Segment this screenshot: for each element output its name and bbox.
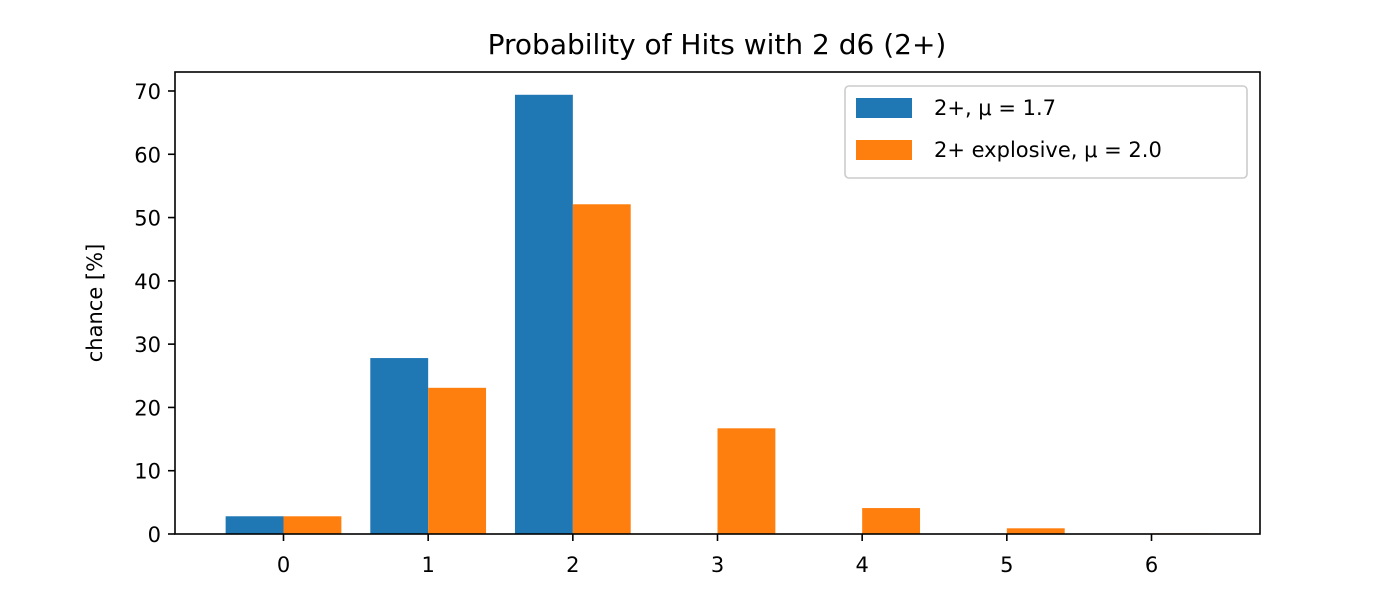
legend-swatch-series-1 <box>856 98 912 118</box>
bar-series-2-1 <box>428 387 487 534</box>
x-tick-label: 1 <box>421 553 434 577</box>
legend-swatch-series-2 <box>856 140 912 160</box>
legend-box <box>844 85 1248 179</box>
bar-series-2-3 <box>717 428 776 534</box>
bar-series-2-0 <box>283 516 342 534</box>
y-axis-label: chance [%] <box>83 244 107 363</box>
x-tick-label: 6 <box>1145 553 1158 577</box>
legend-label-series-1: 2+, μ = 1.7 <box>934 96 1056 120</box>
x-tick-label: 3 <box>711 553 724 577</box>
bar-series-2-5 <box>1006 528 1065 534</box>
legend: 2+, μ = 1.7 2+ explosive, μ = 2.0 <box>844 85 1248 179</box>
bar-series-2-4 <box>862 508 921 534</box>
y-tick-label: 10 <box>134 460 161 484</box>
y-tick-label: 50 <box>134 207 161 231</box>
y-tick-label: 20 <box>134 396 161 420</box>
bar-series-1-1 <box>370 358 429 534</box>
x-tick-label: 2 <box>566 553 579 577</box>
chart-title: Probability of Hits with 2 d6 (2+) <box>488 28 947 61</box>
y-tick-label: 30 <box>134 333 161 357</box>
x-tick-label: 0 <box>277 553 290 577</box>
plot-area-frame <box>174 71 1261 535</box>
y-tick-label: 40 <box>134 270 161 294</box>
bar-series-1-0 <box>225 516 284 534</box>
y-tick-label: 70 <box>134 80 161 104</box>
bar-series-2-2 <box>572 204 631 534</box>
bars-group <box>225 94 1210 534</box>
x-tick-label: 4 <box>855 553 868 577</box>
x-tick-label: 5 <box>1000 553 1013 577</box>
legend-label-series-2: 2+ explosive, μ = 2.0 <box>934 138 1162 162</box>
y-tick-label: 60 <box>134 143 161 167</box>
y-tick-label: 0 <box>148 523 161 547</box>
bar-series-1-2 <box>514 94 573 534</box>
x-axis-ticks: 0 1 2 3 4 5 6 <box>277 534 1158 577</box>
y-axis-ticks: 0 10 20 30 40 50 60 70 <box>134 80 175 547</box>
